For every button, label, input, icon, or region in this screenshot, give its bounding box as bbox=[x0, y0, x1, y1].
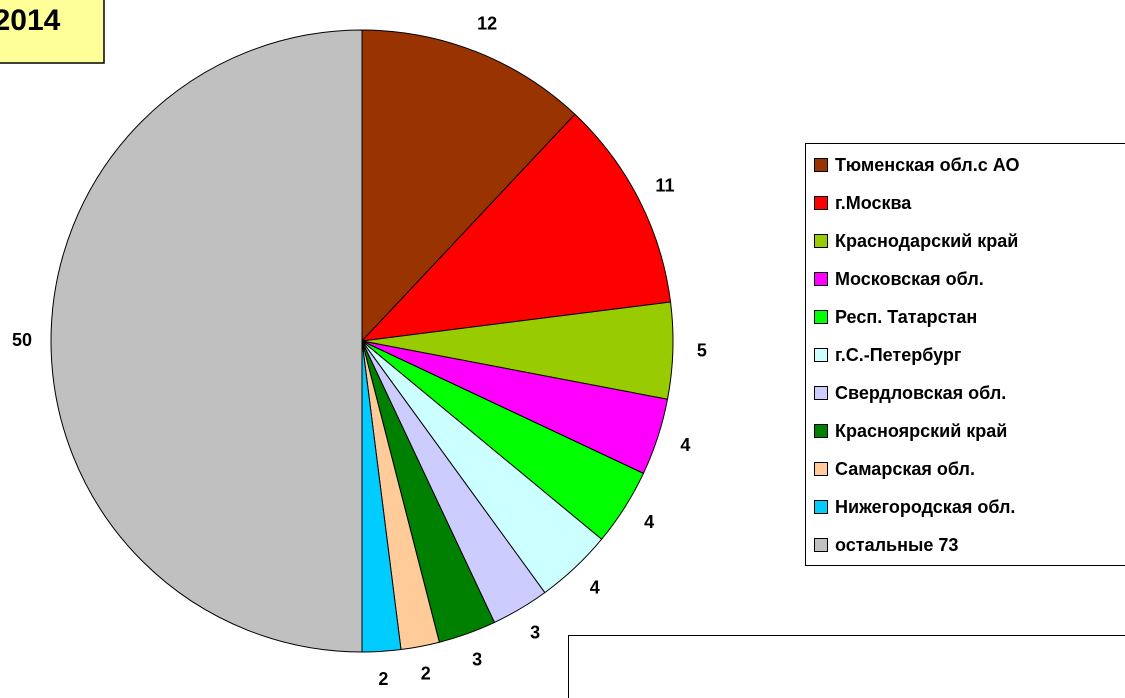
data-label: 4 bbox=[590, 578, 600, 598]
empty-box bbox=[568, 635, 1125, 698]
legend-marker bbox=[814, 348, 828, 362]
data-label: 5 bbox=[697, 340, 707, 360]
data-label: 2 bbox=[378, 669, 388, 689]
legend-label: остальные 73 bbox=[835, 535, 958, 555]
chart-title: 2014 bbox=[0, 4, 61, 37]
legend-label: Самарская обл. bbox=[835, 459, 975, 479]
data-label: 2 bbox=[421, 664, 431, 684]
legend-marker bbox=[814, 538, 828, 552]
legend-label: Свердловская обл. bbox=[835, 383, 1006, 403]
legend-marker bbox=[814, 310, 828, 324]
title-box bbox=[0, 0, 105, 64]
data-label: 4 bbox=[644, 512, 654, 532]
legend-label: Тюменская обл.с АО bbox=[835, 155, 1020, 175]
legend-label: Респ. Татарстан bbox=[835, 307, 977, 327]
pie-slice bbox=[50, 29, 363, 653]
data-label: 11 bbox=[655, 175, 674, 195]
legend-marker bbox=[814, 196, 828, 210]
legend-marker bbox=[814, 386, 828, 400]
legend-marker bbox=[814, 462, 828, 476]
legend-marker bbox=[814, 424, 828, 438]
data-label: 50 bbox=[12, 330, 32, 350]
legend-label: Краснодарский край bbox=[835, 231, 1018, 251]
legend-label: Красноярский край bbox=[835, 421, 1007, 441]
data-label: 3 bbox=[530, 622, 540, 642]
legend-marker bbox=[814, 158, 828, 172]
pie-slice bbox=[360, 113, 672, 342]
data-label: 3 bbox=[472, 650, 482, 670]
legend-label: г.С.-Петербург bbox=[835, 345, 962, 365]
legend-marker bbox=[814, 272, 828, 286]
legend-marker bbox=[814, 500, 828, 514]
legend-label: г.Москва bbox=[835, 193, 912, 213]
data-label: 4 bbox=[680, 435, 690, 455]
legend-label: Нижегородская обл. bbox=[835, 497, 1015, 517]
legend-box bbox=[805, 143, 1125, 566]
legend-marker bbox=[814, 234, 828, 248]
data-label: 12 bbox=[477, 14, 497, 34]
legend-label: Московская обл. bbox=[835, 269, 984, 289]
pie-slice bbox=[361, 29, 576, 343]
